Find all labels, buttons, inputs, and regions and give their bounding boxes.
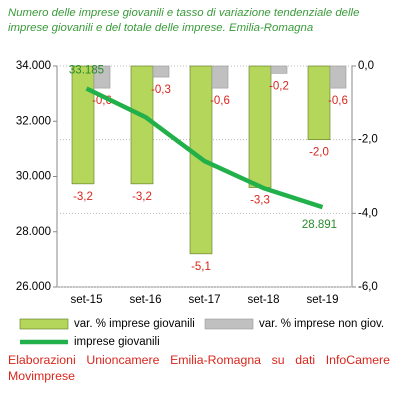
bar: [130, 65, 154, 185]
y2-tick-label: -2,0: [358, 134, 378, 146]
legend-label: imprese giovanili: [74, 336, 160, 348]
legend-label: var. % imprese non giov.: [259, 318, 384, 330]
line: [85, 86, 324, 210]
x-tick-label: set-18: [248, 294, 280, 306]
bar: [211, 65, 229, 89]
legend-swatch: [204, 318, 254, 330]
y-tick-label: 34.000: [16, 60, 51, 72]
legend-label: var. % imprese giovanili: [74, 318, 195, 330]
source-note: Elaborazioni Unioncamere Emilia-Romagna …: [8, 353, 390, 383]
bar: [152, 65, 170, 78]
bar: [329, 65, 347, 89]
data-label: -5,1: [191, 261, 211, 273]
data-label: -3,2: [132, 191, 152, 203]
data-label: -0,3: [151, 84, 171, 96]
data-label: -0,6: [210, 95, 230, 107]
data-label: -3,2: [73, 191, 93, 203]
chart-title: Numero delle imprese giovanili e tasso d…: [8, 7, 360, 34]
data-label: -0,2: [269, 80, 289, 92]
bar: [270, 65, 288, 74]
data-label: -2,0: [309, 147, 329, 159]
y2-tick-label: -6,0: [358, 281, 378, 293]
x-tick-label: set-15: [71, 294, 103, 306]
x-tick-label: set-16: [130, 294, 162, 306]
data-label: -3,3: [250, 195, 270, 207]
y-tick-label: 28.000: [16, 226, 51, 238]
bar: [71, 65, 95, 185]
y2-tick-label: 0,0: [358, 60, 374, 72]
data-label: -0,6: [328, 95, 348, 107]
data-label: 33.185: [69, 65, 104, 77]
y-tick-label: 32.000: [16, 115, 51, 127]
legend-swatch: [19, 318, 69, 330]
bar: [307, 65, 331, 140]
x-tick-label: set-19: [307, 294, 339, 306]
bar: [93, 65, 111, 89]
y-tick-label: 26.000: [16, 281, 51, 293]
data-label: 28.891: [302, 219, 337, 231]
x-tick-label: set-17: [189, 294, 221, 306]
y2-tick-label: -4,0: [358, 207, 378, 219]
bar: [248, 65, 272, 188]
y-tick-label: 30.000: [16, 171, 51, 183]
